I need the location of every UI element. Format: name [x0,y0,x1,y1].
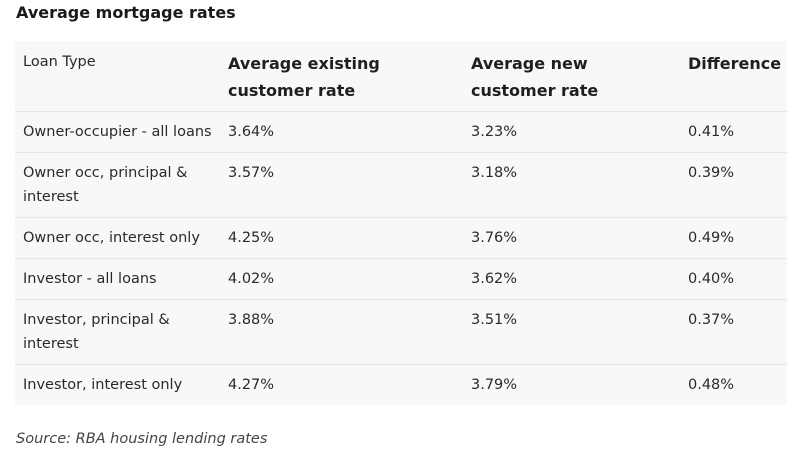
cell-new-rate: 3.18% [471,164,518,181]
table-row: Investor, interest only 4.27% 3.79% 0.48… [15,364,787,405]
cell-loan-type: Investor, interest only [23,376,183,393]
header-existing-rate: Average existing customer rate [228,54,380,100]
table-row: Investor, principal & interest 3.88% 3.5… [15,299,787,364]
cell-new-rate: 3.79% [471,376,518,393]
table-row: Owner occ, interest only 4.25% 3.76% 0.4… [15,217,787,258]
cell-existing-rate: 4.02% [228,270,275,287]
cell-difference: 0.49% [688,229,735,246]
cell-difference: 0.40% [688,270,735,287]
cell-existing-rate: 3.64% [228,123,275,140]
cell-difference: 0.48% [688,376,735,393]
cell-difference: 0.41% [688,123,735,140]
cell-new-rate: 3.23% [471,123,518,140]
table-row: Owner occ, principal & interest 3.57% 3.… [15,152,787,217]
cell-existing-rate: 3.57% [228,164,275,181]
header-difference: Difference [688,54,782,73]
cell-existing-rate: 4.25% [228,229,275,246]
cell-loan-type: Owner occ, interest only [23,229,200,246]
cell-existing-rate: 3.88% [228,311,275,328]
cell-new-rate: 3.62% [471,270,518,287]
header-loan-type: Loan Type [23,54,96,70]
source-note: Source: RBA housing lending rates [16,431,268,447]
header-new-rate: Average new customer rate [471,54,599,100]
cell-difference: 0.39% [688,164,735,181]
cell-new-rate: 3.51% [471,311,518,328]
table-header-row: Loan Type Average existing customer rate… [15,41,787,111]
cell-loan-type: Owner-occupier - all loans [23,123,212,140]
cell-loan-type: Investor - all loans [23,270,157,287]
cell-difference: 0.37% [688,311,735,328]
cell-new-rate: 3.76% [471,229,518,246]
cell-loan-type: Investor, principal & interest [23,311,170,352]
table-row: Owner-occupier - all loans 3.64% 3.23% 0… [15,111,787,152]
cell-existing-rate: 4.27% [228,376,275,393]
table-title: Average mortgage rates [16,3,236,22]
mortgage-rates-table: Loan Type Average existing customer rate… [15,41,787,405]
cell-loan-type: Owner occ, principal & interest [23,164,188,205]
table-row: Investor - all loans 4.02% 3.62% 0.40% [15,258,787,299]
